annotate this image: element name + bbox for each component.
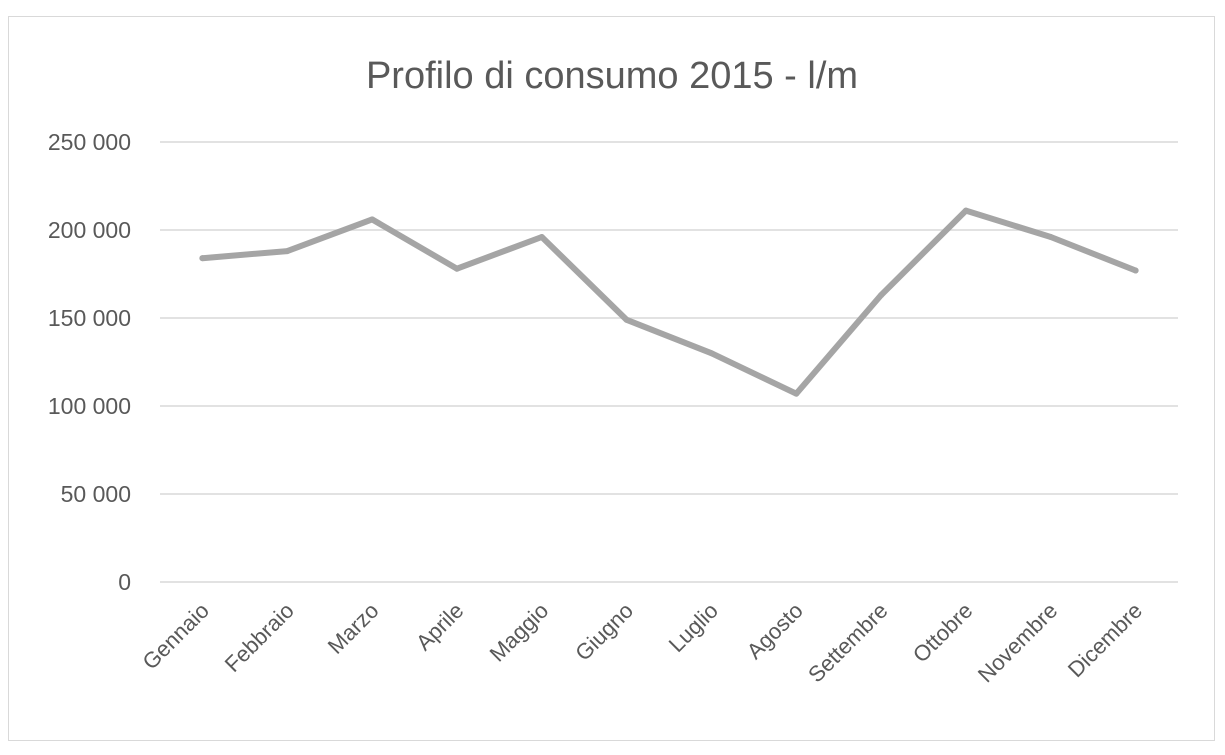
y-tick-label: 200 000 xyxy=(48,217,131,243)
y-tick-label: 250 000 xyxy=(48,129,131,155)
y-tick-label: 150 000 xyxy=(48,305,131,331)
x-tick-label: Ottobre xyxy=(908,598,978,668)
x-tick-label: Novembre xyxy=(973,598,1062,687)
x-tick-label: Giugno xyxy=(570,598,638,666)
x-axis-tick-labels: Gennaio Febbraio Marzo Aprile Maggio Giugno Lu… xyxy=(137,598,1147,687)
data-point xyxy=(1132,267,1139,274)
y-axis-tick-labels: 0 50 000 100 000 150 000 200 000 250 000 xyxy=(48,129,131,595)
x-tick-label: Marzo xyxy=(323,598,384,659)
data-point xyxy=(453,265,460,272)
data-point xyxy=(708,350,715,357)
data-point xyxy=(538,234,545,241)
data-point xyxy=(962,207,969,214)
x-tick-label: Luglio xyxy=(664,598,723,657)
data-point xyxy=(369,216,376,223)
data-point xyxy=(284,248,291,255)
chart-title: Profilo di consumo 2015 - l/m xyxy=(366,55,858,97)
gridlines xyxy=(160,141,1178,583)
x-tick-label: Gennaio xyxy=(137,598,214,675)
series-layer xyxy=(199,207,1139,397)
data-point xyxy=(793,390,800,397)
data-point xyxy=(623,316,630,323)
series-line xyxy=(199,207,1139,397)
x-tick-label: Maggio xyxy=(485,598,554,667)
x-tick-label: Dicembre xyxy=(1063,598,1147,682)
data-point xyxy=(1047,234,1054,241)
x-tick-label: Settembre xyxy=(803,598,892,687)
x-tick-label: Febbraio xyxy=(220,598,299,677)
data-point xyxy=(878,292,885,299)
y-tick-label: 50 000 xyxy=(61,481,131,507)
x-tick-label: Agosto xyxy=(742,598,808,664)
y-tick-label: 100 000 xyxy=(48,393,131,419)
chart-area xyxy=(8,16,1215,741)
data-point xyxy=(199,255,206,262)
x-tick-label: Aprile xyxy=(411,598,468,655)
y-tick-label: 0 xyxy=(118,569,131,595)
